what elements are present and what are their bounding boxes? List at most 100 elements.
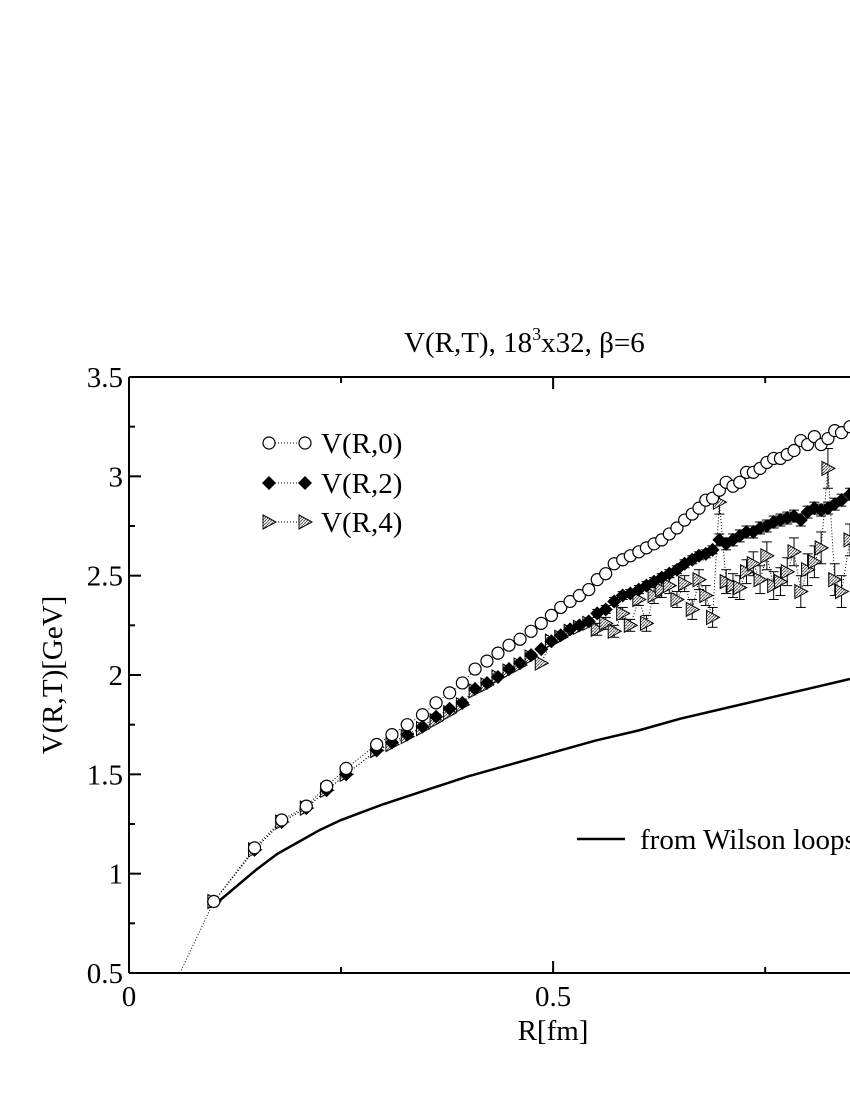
point-v-r-2	[468, 681, 483, 696]
y-tick-label: 3.5	[87, 362, 123, 394]
point-v-r-4	[685, 601, 701, 618]
legend-label-wilson-loops: from Wilson loops	[640, 824, 850, 856]
point-v-r-0	[544, 608, 559, 623]
point-v-r-0	[534, 616, 548, 630]
point-v-r-4	[821, 460, 837, 477]
point-v-r-0	[400, 718, 414, 732]
point-v-r-4	[794, 583, 809, 600]
point-v-r-2	[502, 662, 517, 677]
axis-ticks: 0.511.522.533.50 0.5	[87, 362, 767, 1013]
point-v-r-4	[814, 540, 830, 556]
legend-item-v-r-2: V(R,2)	[262, 468, 402, 500]
point-v-r-2	[607, 594, 622, 609]
point-v-r-2	[793, 513, 808, 528]
point-v-r-0	[385, 727, 399, 742]
point-v-r-2	[705, 542, 720, 557]
point-v-r-0	[572, 588, 587, 603]
point-v-r-4	[534, 655, 550, 671]
point-v-r-2	[455, 695, 470, 710]
point-v-r-0	[429, 696, 443, 710]
point-v-r-4	[599, 615, 614, 632]
point-v-r-4	[807, 553, 823, 570]
point-v-r-4	[670, 591, 686, 608]
point-v-r-4	[835, 583, 850, 600]
point-v-r-0	[513, 632, 527, 646]
point-v-r-0	[787, 443, 801, 458]
point-v-r-2	[598, 602, 613, 617]
point-v-r-0	[299, 799, 313, 813]
point-v-r-0	[370, 737, 384, 752]
point-v-r-4	[760, 547, 775, 564]
point-v-r-2	[479, 675, 494, 690]
data-markers	[206, 420, 850, 910]
point-v-r-4	[678, 575, 693, 592]
point-v-r-0	[207, 894, 221, 909]
point-v-r-2	[834, 493, 849, 508]
point-v-r-0	[468, 662, 482, 676]
point-v-r-0	[599, 567, 613, 581]
plot-frame	[128, 376, 850, 974]
legend-label-v-r-0: V(R,0)	[321, 428, 402, 460]
wilson-loop-line	[213, 677, 850, 907]
point-v-r-2	[513, 656, 528, 671]
point-v-r-0	[247, 841, 262, 855]
point-v-r-0	[275, 813, 289, 827]
point-v-r-0	[491, 646, 505, 660]
y-tick-label: 2.5	[87, 561, 123, 593]
point-v-r-4	[753, 571, 769, 588]
point-v-r-0	[733, 475, 747, 489]
y-tick-label: 3	[109, 461, 124, 493]
point-v-r-2	[534, 642, 549, 657]
point-v-r-4	[590, 621, 606, 638]
point-v-r-2	[429, 709, 444, 724]
legend: V(R,0) V(R,2) V(R,4) from Wilson loops	[262, 428, 850, 856]
y-tick-label: 0.5	[87, 958, 123, 990]
legend-item-wilson-loops: from Wilson loops	[577, 824, 850, 856]
point-v-r-4	[843, 532, 850, 548]
point-v-r-4	[662, 577, 678, 594]
point-v-r-4	[733, 579, 748, 596]
point-v-r-4	[706, 609, 721, 626]
point-v-r-2	[442, 701, 457, 716]
point-v-r-0	[524, 624, 538, 638]
point-v-r-0	[480, 654, 494, 668]
point-v-r-2	[553, 628, 568, 643]
point-v-r-0	[670, 521, 684, 535]
point-v-r-4	[655, 581, 670, 598]
point-v-r-0	[443, 686, 457, 700]
point-v-r-2	[843, 487, 850, 502]
point-v-r-0	[415, 708, 430, 722]
point-v-r-2	[524, 648, 539, 663]
y-axis-label: V(R,T)[GeV]	[37, 596, 69, 755]
x-tick-label: 0.5	[535, 981, 571, 1013]
point-v-r-0	[339, 761, 353, 775]
x-axis-label: R[fm]	[518, 1015, 589, 1047]
x-tick-label: 0	[122, 981, 137, 1013]
point-v-r-4	[780, 563, 796, 580]
point-v-r-4	[623, 617, 639, 634]
point-v-r-2	[581, 614, 596, 629]
legend-label-v-r-2: V(R,2)	[321, 468, 402, 500]
point-v-r-4	[828, 571, 843, 588]
point-v-r-0	[843, 420, 850, 434]
point-v-r-0	[502, 638, 516, 652]
point-v-r-4	[692, 571, 708, 588]
point-v-r-2	[415, 719, 430, 734]
point-v-r-4	[787, 543, 803, 560]
point-v-r-4	[639, 615, 655, 632]
y-tick-label: 1.5	[87, 759, 123, 791]
y-tick-label: 1	[109, 859, 124, 891]
point-v-r-4	[607, 623, 623, 640]
point-v-r-0	[320, 779, 334, 793]
point-v-r-0	[563, 594, 577, 609]
chart-title: V(R,T), 183x32, β=6	[404, 324, 645, 359]
point-v-r-4	[647, 587, 663, 604]
point-v-r-0	[455, 676, 469, 690]
legend-item-v-r-4: V(R,4)	[262, 507, 402, 539]
legend-label-v-r-4: V(R,4)	[321, 507, 402, 539]
point-v-r-2	[544, 634, 559, 649]
point-v-r-0	[582, 582, 596, 597]
series-lines	[179, 426, 850, 973]
legend-item-v-r-0: V(R,0)	[262, 428, 402, 460]
